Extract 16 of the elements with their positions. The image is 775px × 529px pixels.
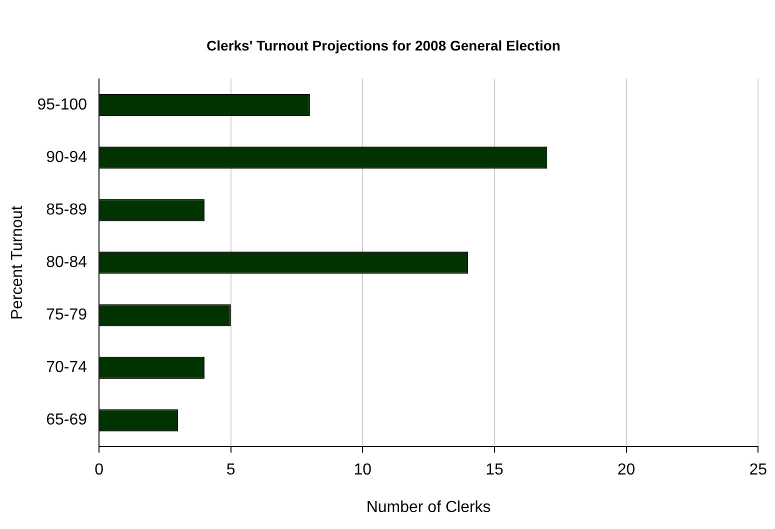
y-tick-label: 65-69 (46, 412, 88, 429)
y-tick-label: 90-94 (46, 149, 88, 166)
x-tick-label: 20 (617, 462, 636, 479)
y-axis-title: Percent Turnout (9, 205, 26, 320)
x-tick-label: 10 (354, 462, 372, 479)
y-tick-label: 80-84 (46, 254, 88, 272)
y-tick-label: 70-74 (46, 359, 88, 376)
x-tick-label: 0 (94, 462, 104, 479)
x-tick-label: 15 (486, 462, 504, 479)
y-tick-label: 85-89 (46, 202, 88, 219)
y-tick-label: 95-100 (37, 96, 88, 114)
x-tick-label: 25 (749, 462, 768, 479)
chart-title: Clerks' Turnout Projections for 2008 General Election (206, 37, 560, 54)
x-tick-label: 5 (226, 462, 236, 479)
x-axis-title: Number of Clerks (366, 498, 491, 516)
y-tick-label: 75-79 (46, 306, 88, 324)
